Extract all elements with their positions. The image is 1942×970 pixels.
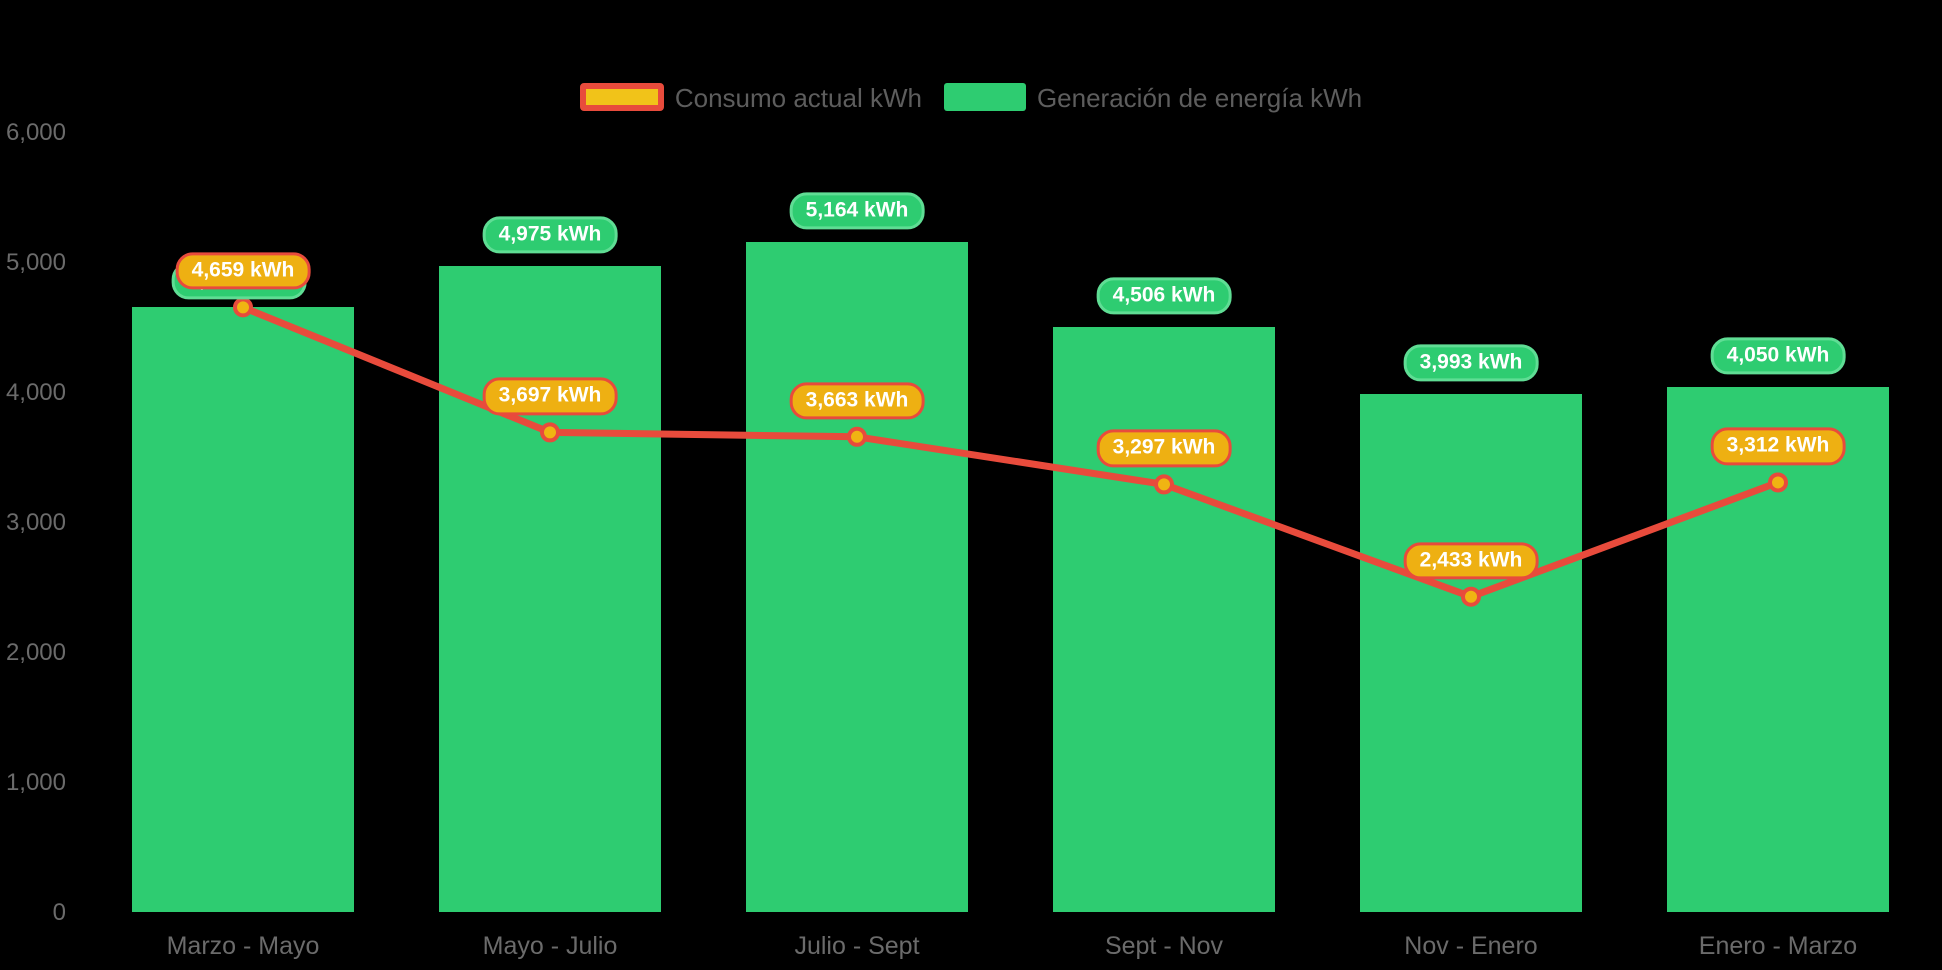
x-axis-label: Nov - Enero: [1404, 932, 1538, 960]
generacion-value-label: 4,975 kWh: [482, 216, 618, 254]
consumo-data-point[interactable]: [847, 426, 867, 447]
y-axis-tick-label: 1,000: [5, 769, 66, 796]
generacion-bar[interactable]: [746, 241, 968, 912]
legend-item-generacion[interactable]: Generación de energía kWh: [943, 83, 1363, 113]
legend-label-generacion: Generación de energía kWh: [1036, 83, 1363, 113]
generacion-bar[interactable]: [1360, 393, 1582, 912]
generacion-value-label: 3,993 kWh: [1403, 344, 1539, 382]
legend-label-consumo: Consumo actual kWh: [674, 83, 922, 113]
generacion-swatch-icon: [943, 83, 1026, 111]
generacion-value-label: 4,506 kWh: [1096, 277, 1232, 315]
generacion-value-label: 5,164 kWh: [789, 192, 925, 230]
consumo-value-label: 3,297 kWh: [1096, 429, 1232, 467]
y-axis-tick-label: 6,000: [5, 119, 66, 146]
consumo-value-label: 3,663 kWh: [789, 382, 925, 420]
x-axis-label: Julio - Sept: [794, 932, 920, 960]
consumo-line: [239, 303, 1782, 601]
consumo-value-label: 3,697 kWh: [482, 377, 618, 415]
chart-legend: Consumo actual kWh Generación de energía…: [0, 83, 1942, 111]
y-axis-tick-label: 2,000: [5, 639, 66, 666]
generacion-bar[interactable]: [132, 307, 354, 912]
consumo-data-point[interactable]: [1768, 472, 1788, 493]
consumo-value-label: 3,312 kWh: [1710, 427, 1846, 466]
consumo-value-label: 4,659 kWh: [175, 252, 311, 290]
x-axis-label: Sept - Nov: [1104, 932, 1224, 960]
x-axis-label: Marzo - Mayo: [166, 932, 320, 960]
legend-item-consumo[interactable]: Consumo actual kWh: [579, 83, 922, 113]
generacion-bar[interactable]: [1053, 327, 1275, 912]
x-axis-label: Mayo - Julio: [482, 932, 618, 960]
generacion-value-label: 4,050 kWh: [1710, 336, 1846, 375]
consumo-swatch-icon: [579, 83, 664, 111]
consumo-data-point[interactable]: [540, 422, 560, 443]
consumo-data-point[interactable]: [1461, 586, 1481, 607]
y-axis-tick-label: 5,000: [5, 249, 66, 276]
consumo-data-point[interactable]: [1154, 474, 1174, 495]
generacion-bar[interactable]: [439, 266, 661, 912]
y-axis-tick-label: 3,000: [5, 509, 66, 536]
x-axis-label: Enero - Marzo: [1698, 932, 1858, 960]
consumo-value-label: 2,433 kWh: [1403, 542, 1539, 580]
y-axis-tick-label: 0: [52, 899, 66, 926]
y-axis-tick-label: 4,000: [5, 379, 66, 406]
consumo-data-point[interactable]: [233, 297, 253, 318]
